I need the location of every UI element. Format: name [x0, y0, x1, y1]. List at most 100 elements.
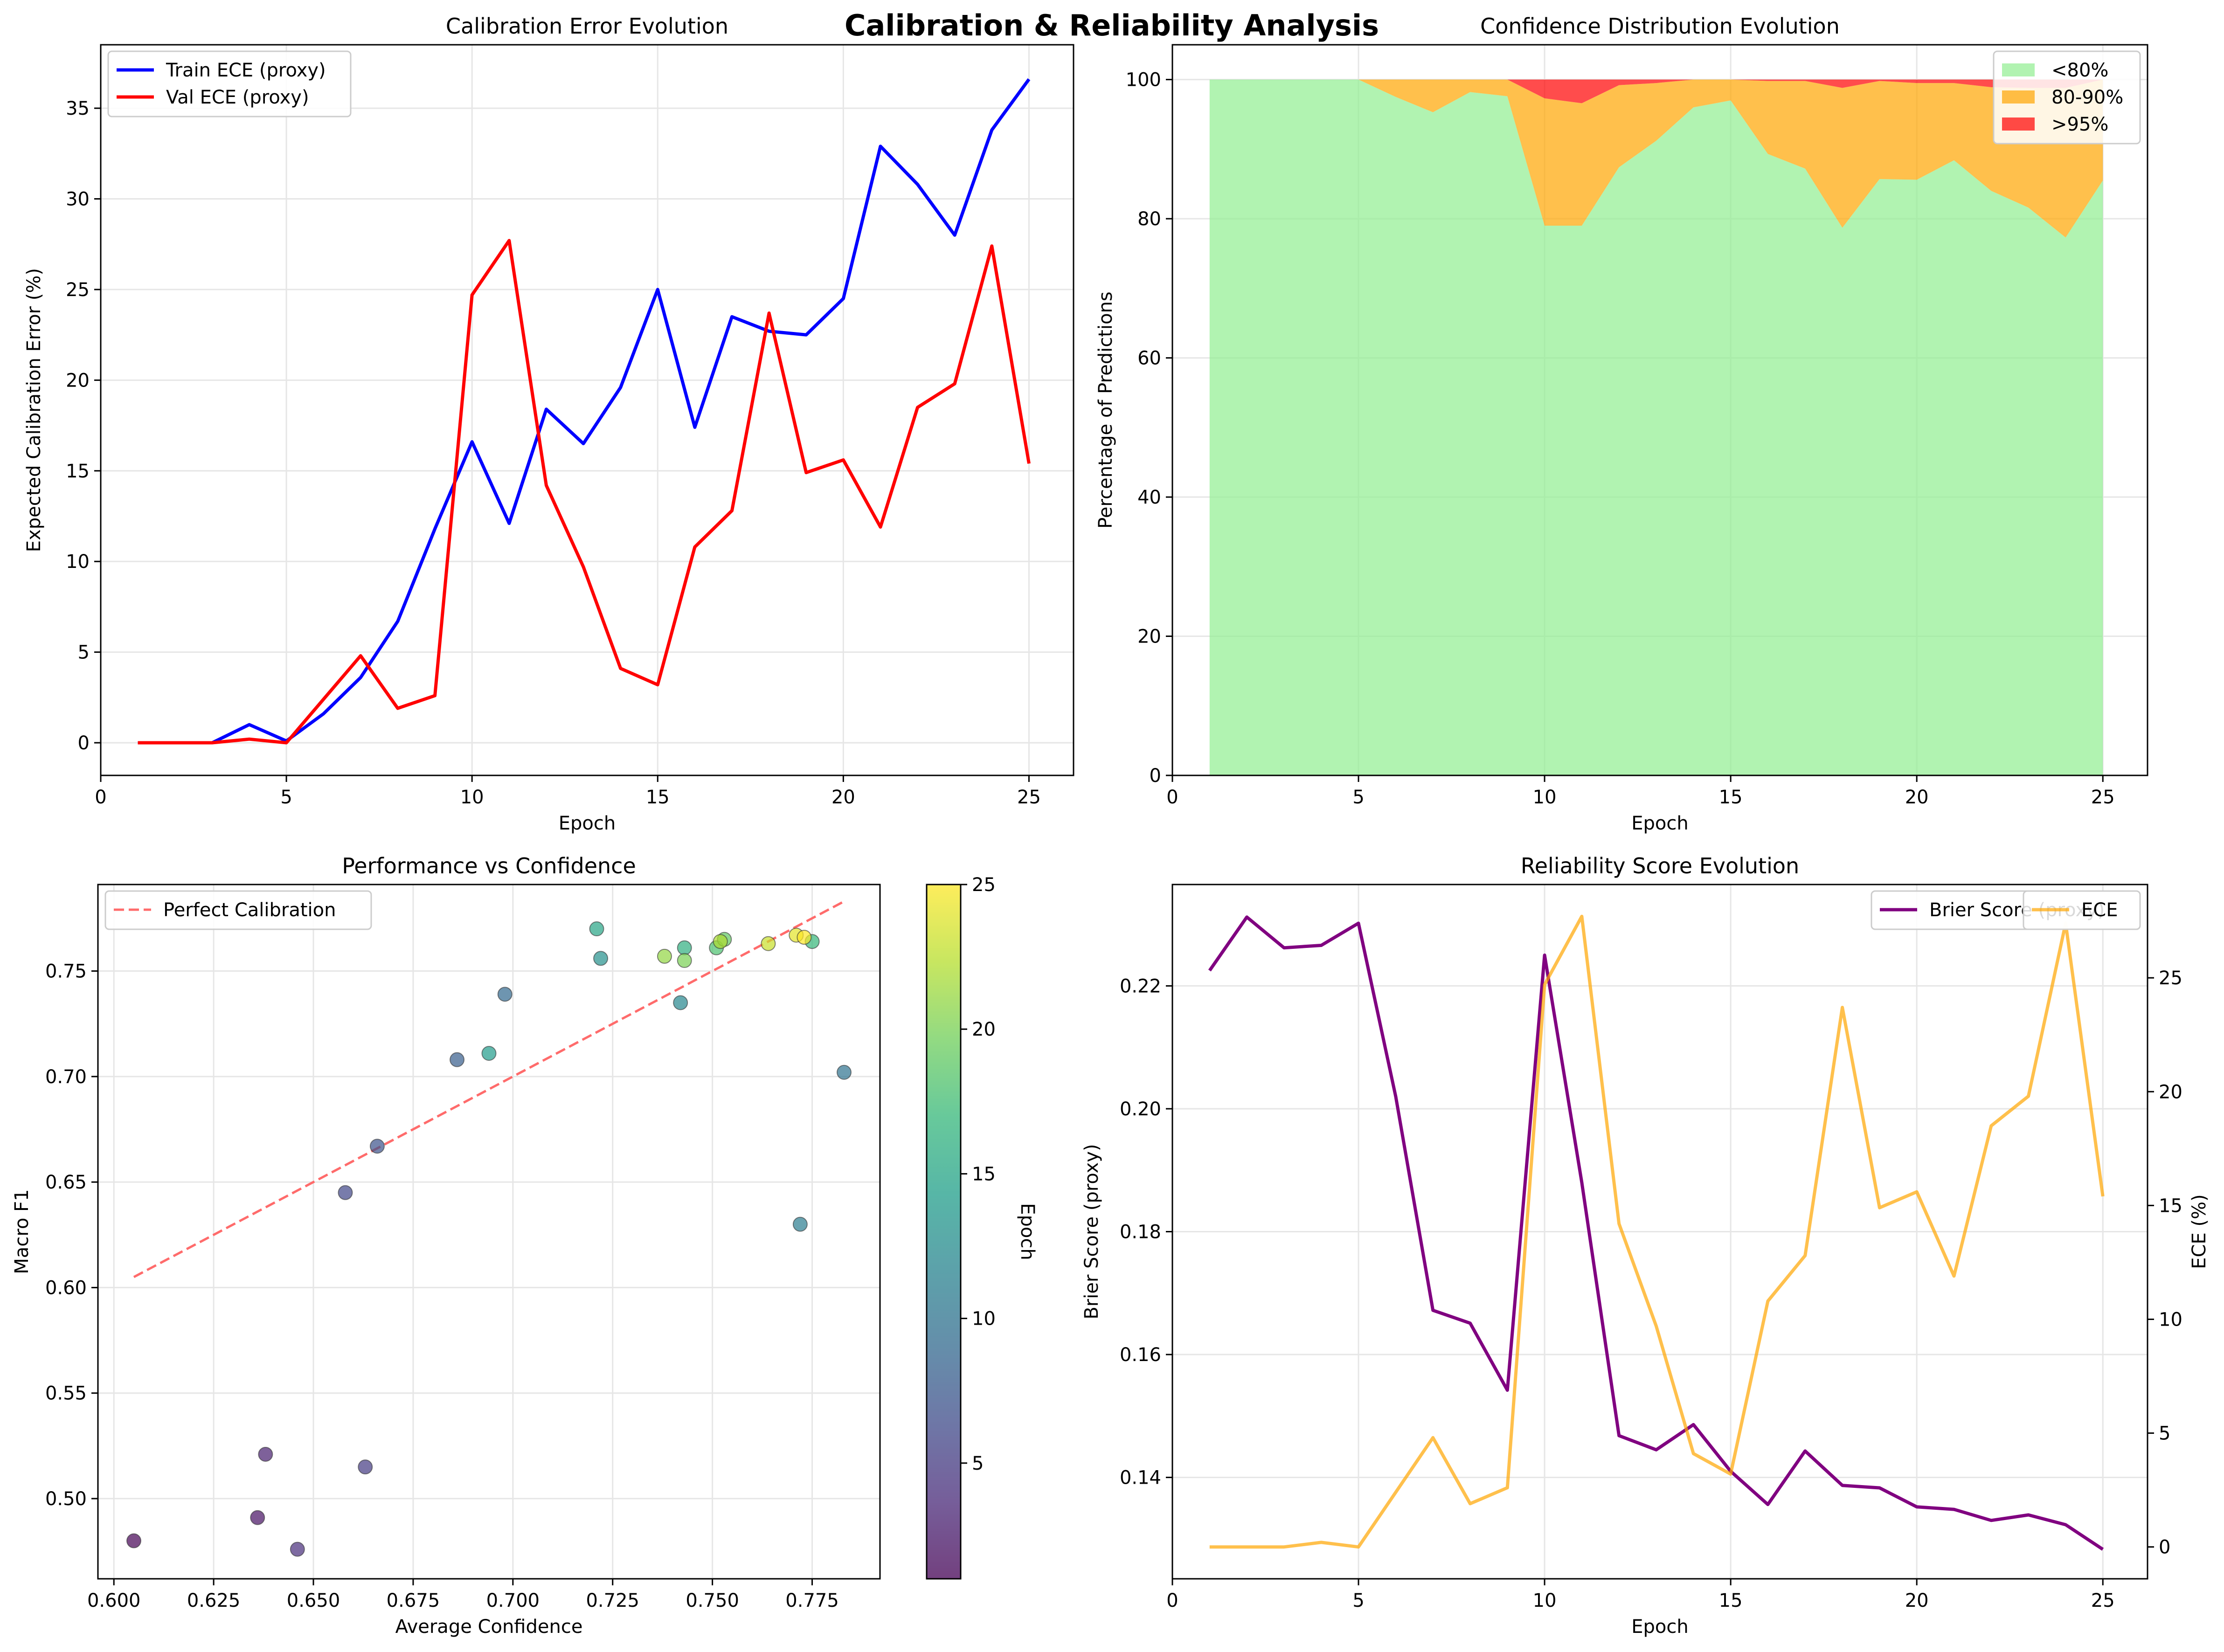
- y-tick-label: 0.75: [45, 961, 87, 982]
- legend-label: ECE: [2081, 899, 2118, 921]
- scatter-point: [481, 1046, 497, 1061]
- x-tick-label: 0.650: [287, 1590, 340, 1611]
- scatter-point: [497, 987, 513, 1002]
- right-tick-label: 15: [2159, 1195, 2182, 1217]
- right-tick-label: 0: [2159, 1537, 2170, 1558]
- y-tick-label: 0: [1150, 765, 1161, 787]
- x-tick-label: 25: [2091, 787, 2115, 808]
- colorbar-label: Epoch: [1017, 1203, 1038, 1260]
- performance-vs-confidence-chart: 0.600 0.625 0.650 0.675 0.700 0.725 0.750 0.775…: [11, 853, 1038, 1638]
- x-tick-label: 10: [460, 787, 484, 808]
- x-tick-label: 10: [1533, 787, 1557, 808]
- y-tick-label: 0.22: [1120, 975, 1161, 997]
- x-tick-label: 0.775: [785, 1590, 839, 1611]
- colorbar-tick-label: 25: [972, 874, 996, 896]
- scatter-point: [589, 921, 604, 937]
- legend-swatch: [2002, 118, 2035, 131]
- plot-frame: [100, 44, 1074, 776]
- scatter-point: [126, 1533, 142, 1548]
- right-axis-ticks: 0 5 10 15 20 25: [2148, 968, 2182, 1558]
- x-tick-label: 0.700: [486, 1590, 540, 1611]
- scatter-point: [677, 953, 692, 968]
- scatter-point: [290, 1541, 305, 1557]
- y-tick-label: 0.18: [1120, 1222, 1161, 1243]
- x-axis-ticks: 0 5 10 15 20 25: [1166, 1579, 2115, 1611]
- x-tick-label: 20: [1905, 787, 1929, 808]
- x-tick-label: 15: [1719, 1590, 1743, 1611]
- grid: [98, 885, 880, 1579]
- right-tick-label: 20: [2159, 1081, 2182, 1103]
- figure-title: Calibration & Reliability Analysis: [845, 8, 1379, 42]
- x-tick-label: 0.625: [187, 1590, 241, 1611]
- scatter-point: [593, 951, 609, 966]
- x-tick-label: 0: [1166, 1590, 1178, 1611]
- x-axis-label: Epoch: [1631, 1616, 1688, 1638]
- y-axis-ticks: 0.50 0.55 0.60 0.65 0.70 0.75: [45, 961, 98, 1510]
- plot-frame: [1171, 44, 2148, 776]
- y-axis-label: Percentage of Predictions: [1095, 291, 1116, 529]
- legend: ECE: [2023, 890, 2141, 930]
- y-tick-label: 20: [1137, 626, 1161, 648]
- x-tick-label: 0.750: [686, 1590, 739, 1611]
- colorbar-tick-label: 10: [972, 1308, 996, 1330]
- plot-frame: [1171, 884, 2148, 1580]
- x-tick-label: 20: [831, 787, 855, 808]
- chart-title: Calibration Error Evolution: [446, 14, 728, 39]
- scatter-point: [761, 936, 776, 951]
- confidence-distribution-chart: 0 5 10 15 20 25 0 20 40 60 80 100 Confidence Distrib…: [1095, 14, 2148, 834]
- x-tick-label: 0.600: [87, 1590, 141, 1611]
- y-tick-label: 60: [1137, 348, 1161, 369]
- y-tick-label: 30: [66, 189, 90, 210]
- legend-box: [2023, 890, 2141, 930]
- x-tick-label: 5: [1352, 1590, 1364, 1611]
- y-tick-label: 80: [1137, 208, 1161, 230]
- x-tick-label: 15: [646, 787, 670, 808]
- y-tick-label: 35: [66, 98, 90, 119]
- legend: <80% 80-90% >95%: [1993, 50, 2141, 145]
- y-tick-label: 0.65: [45, 1172, 87, 1193]
- y-axis-ticks: 0 20 40 60 80 100: [1126, 69, 1172, 787]
- ece-line: [1209, 914, 2105, 1549]
- colorbar-tick-label: 5: [972, 1453, 984, 1474]
- chart-title: Confidence Distribution Evolution: [1480, 14, 1840, 39]
- legend-label: >95%: [2051, 114, 2108, 135]
- x-tick-label: 15: [1719, 787, 1743, 808]
- x-axis-label: Average Confidence: [395, 1616, 583, 1638]
- x-axis-label: Epoch: [1631, 813, 1688, 834]
- x-tick-label: 10: [1533, 1590, 1557, 1611]
- y-tick-label: 0.55: [45, 1383, 87, 1404]
- y-tick-label: 20: [66, 370, 90, 391]
- y-tick-label: 0.14: [1120, 1467, 1161, 1489]
- y-axis-label: Macro F1: [11, 1189, 33, 1274]
- legend-label: Val ECE (proxy): [166, 87, 309, 108]
- x-tick-label: 5: [1352, 787, 1364, 808]
- x-axis-ticks: 0 5 10 15 20 25: [95, 775, 1041, 808]
- legend: Perfect Calibration: [104, 890, 372, 930]
- scatter-point: [250, 1510, 265, 1525]
- y-tick-label: 100: [1126, 69, 1161, 91]
- y-axis-ticks: 0.14 0.16 0.18 0.20 0.22: [1120, 975, 1172, 1489]
- y-tick-label: 0.60: [45, 1277, 87, 1299]
- x-axis-ticks: 0 5 10 15 20 25: [1166, 775, 2115, 808]
- scatter-point: [369, 1139, 385, 1154]
- scatter-point: [657, 948, 672, 964]
- x-tick-label: 25: [1017, 787, 1041, 808]
- y-tick-label: 15: [66, 461, 90, 482]
- chart-title: Performance vs Confidence: [342, 853, 636, 878]
- right-tick-label: 25: [2159, 968, 2182, 989]
- x-axis-label: Epoch: [559, 813, 616, 834]
- x-tick-label: 0: [1166, 787, 1178, 808]
- scatter-point: [673, 995, 688, 1010]
- series-line-val-ece: [138, 239, 1031, 745]
- x-tick-label: 25: [2091, 1590, 2115, 1611]
- right-tick-label: 10: [2159, 1309, 2182, 1330]
- y-tick-label: 25: [66, 279, 90, 301]
- scatter-points: [126, 921, 852, 1557]
- y-tick-label: 0.70: [45, 1066, 87, 1088]
- y-tick-label: 10: [66, 551, 90, 573]
- scatter-point: [836, 1064, 852, 1080]
- calibration-error-chart: 0 5 10 15 20 25 0 5 10 15 20 25 30 35 Calibration Erro…: [23, 14, 1074, 834]
- legend-label: 80-90%: [2051, 87, 2123, 108]
- right-axis-label: ECE (%): [2189, 1194, 2210, 1269]
- x-tick-label: 5: [280, 787, 292, 808]
